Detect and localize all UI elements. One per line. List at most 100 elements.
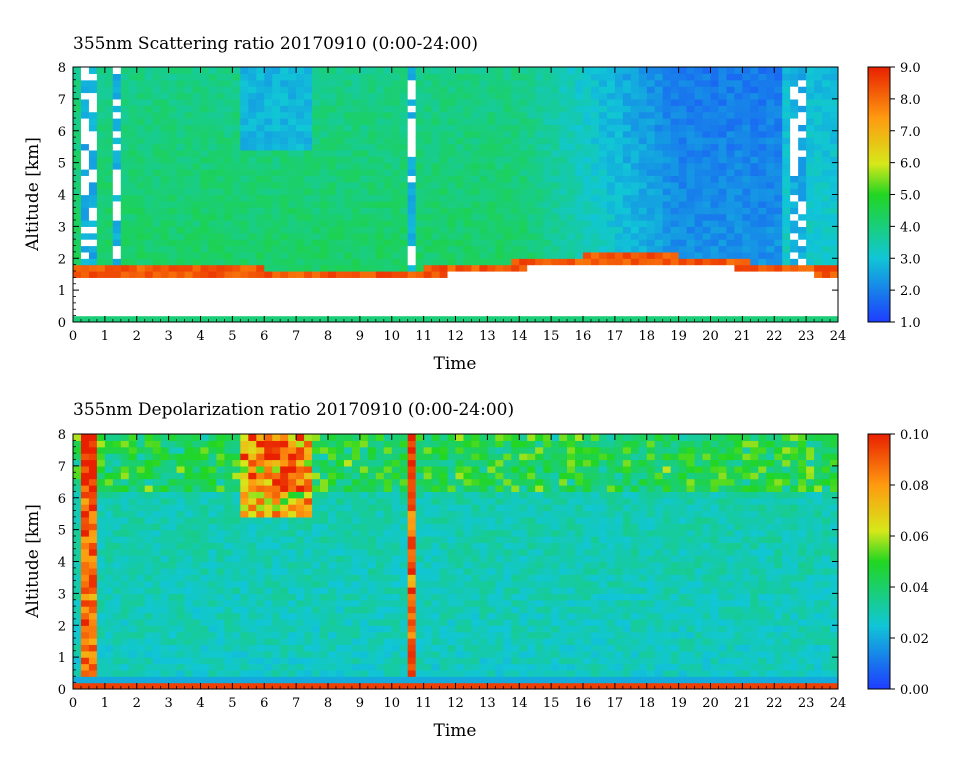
heatmap-cell: [145, 118, 154, 125]
heatmap-cell: [161, 105, 170, 112]
heatmap-cell: [161, 265, 170, 272]
heatmap-cell: [256, 182, 265, 189]
heatmap-cell: [145, 562, 154, 569]
heatmap-cell: [599, 73, 608, 80]
heatmap-cell: [97, 220, 106, 227]
heatmap-cell: [463, 233, 472, 240]
heatmap-cell: [503, 150, 512, 157]
heatmap-cell: [639, 156, 648, 163]
heatmap-cell: [742, 252, 751, 259]
heatmap-cell: [463, 252, 472, 259]
heatmap-cell: [216, 466, 225, 473]
heatmap-cell: [703, 303, 712, 310]
heatmap-cell: [145, 80, 154, 87]
heatmap-cell: [121, 453, 130, 460]
heatmap-cell: [782, 201, 791, 208]
heatmap-cell: [495, 201, 504, 208]
heatmap-cell: [726, 144, 735, 151]
heatmap-cell: [169, 118, 178, 125]
heatmap-cell: [519, 277, 528, 284]
heatmap-cell: [224, 131, 233, 138]
heatmap-cell: [113, 600, 122, 607]
heatmap-cell: [201, 536, 210, 543]
heatmap-cell: [224, 472, 233, 479]
heatmap-cell: [591, 93, 600, 100]
heatmap-cell: [416, 169, 425, 176]
heatmap-cell: [248, 542, 257, 549]
heatmap-cell: [177, 536, 186, 543]
heatmap-cell: [153, 562, 162, 569]
heatmap-cell: [790, 220, 799, 227]
heatmap-cell: [304, 246, 313, 253]
heatmap-cell: [742, 131, 751, 138]
heatmap-cell: [161, 284, 170, 291]
heatmap-cell: [272, 86, 281, 93]
heatmap-cell: [814, 188, 823, 195]
heatmap-cell: [607, 93, 616, 100]
heatmap-cell: [711, 99, 720, 106]
heatmap-cell: [169, 613, 178, 620]
heatmap-cell: [153, 137, 162, 144]
heatmap-cell: [718, 86, 727, 93]
heatmap-cell: [232, 105, 241, 112]
heatmap-cell: [440, 239, 449, 246]
heatmap-cell: [89, 309, 98, 316]
heatmap-cell: [639, 309, 648, 316]
heatmap-cell: [631, 284, 640, 291]
heatmap-cell: [758, 118, 767, 125]
heatmap-cell: [742, 226, 751, 233]
heatmap-cell: [463, 93, 472, 100]
heatmap-cell: [448, 150, 457, 157]
heatmap-cell: [208, 523, 217, 530]
heatmap-cell: [551, 169, 560, 176]
heatmap-cell: [503, 201, 512, 208]
heatmap-cell: [193, 214, 202, 221]
heatmap-cell: [655, 214, 664, 221]
heatmap-cell: [408, 265, 417, 272]
heatmap-cell: [89, 472, 98, 479]
heatmap-cell: [519, 188, 528, 195]
heatmap-cell: [240, 491, 249, 498]
heatmap-cell: [463, 239, 472, 246]
heatmap-cell: [248, 252, 257, 259]
heatmap-cell: [232, 175, 241, 182]
heatmap-cell: [240, 175, 249, 182]
heatmap-cell: [822, 124, 831, 131]
heatmap-cell: [264, 124, 273, 131]
heatmap-cell: [663, 105, 672, 112]
heatmap-cell: [408, 150, 417, 157]
heatmap-cell: [129, 542, 138, 549]
heatmap-cell: [145, 156, 154, 163]
heatmap-cell: [105, 542, 114, 549]
heatmap-cell: [615, 169, 624, 176]
heatmap-cell: [495, 156, 504, 163]
heatmap-cell: [248, 271, 257, 278]
heatmap-cell: [647, 163, 656, 170]
heatmap-cell: [240, 309, 249, 316]
heatmap-cell: [185, 530, 194, 537]
heatmap-cell: [193, 606, 202, 613]
heatmap-cell: [216, 657, 225, 664]
heatmap-cell: [766, 156, 775, 163]
heatmap-cell: [814, 303, 823, 310]
heatmap-cell: [256, 118, 265, 125]
heatmap-cell: [583, 233, 592, 240]
heatmap-cell: [113, 124, 122, 131]
heatmap-cell: [73, 137, 82, 144]
heatmap-cell: [663, 144, 672, 151]
heatmap-cell: [288, 220, 297, 227]
heatmap-cell: [97, 258, 106, 265]
heatmap-cell: [376, 163, 385, 170]
heatmap-cell: [655, 233, 664, 240]
heatmap-cell: [607, 188, 616, 195]
heatmap-cell: [798, 246, 807, 253]
heatmap-cell: [89, 530, 98, 537]
heatmap-cell: [256, 670, 265, 677]
heatmap-cell: [663, 86, 672, 93]
heatmap-cell: [479, 195, 488, 202]
heatmap-cell: [312, 93, 321, 100]
heatmap-cell: [583, 277, 592, 284]
heatmap-cell: [663, 124, 672, 131]
heatmap-cell: [647, 118, 656, 125]
heatmap-cell: [456, 112, 465, 119]
